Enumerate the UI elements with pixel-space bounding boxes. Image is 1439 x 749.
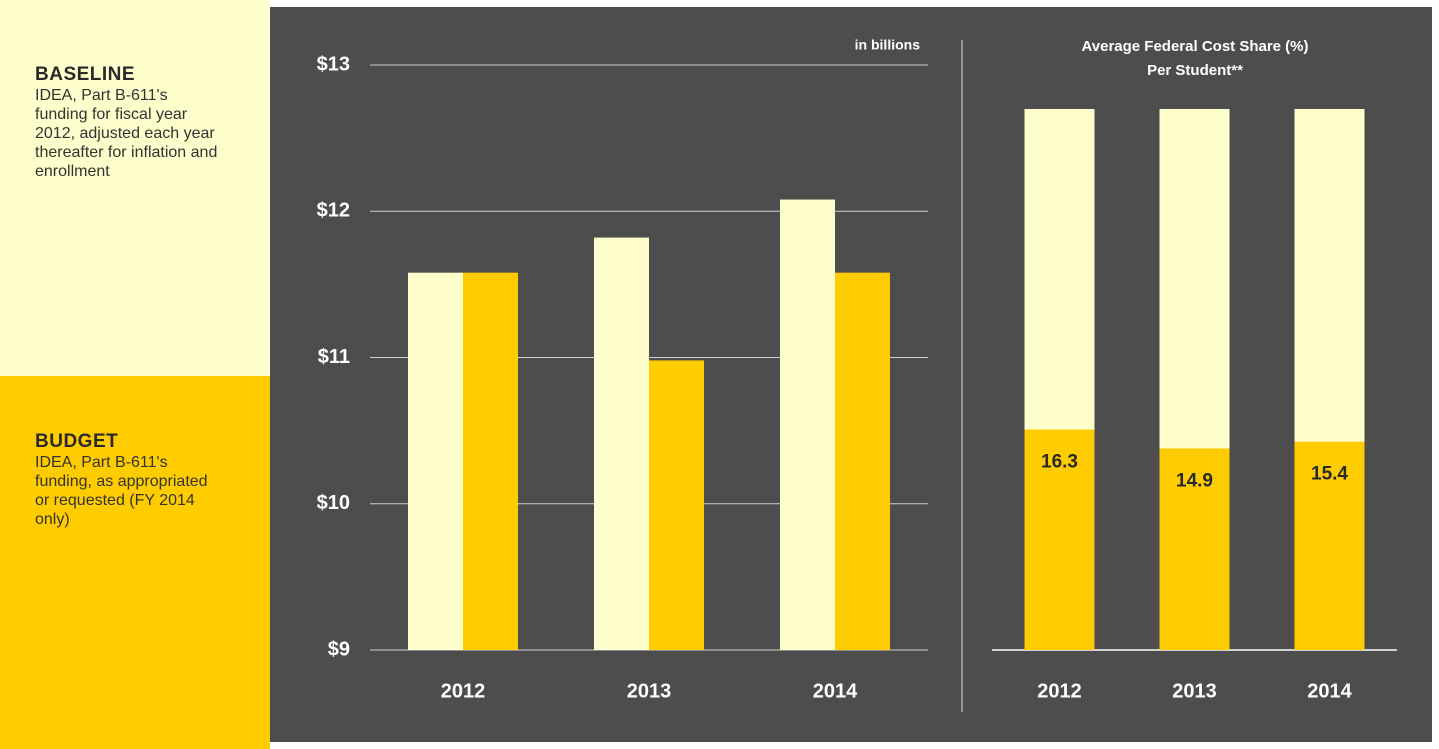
bar: [835, 272, 890, 650]
x-tick-label: 2014: [1307, 680, 1352, 702]
legend-panel: BUDGET IDEA, Part B-611's funding, as ap…: [0, 376, 270, 749]
bar: [594, 237, 649, 650]
legend-description: IDEA, Part B-611's funding, as appropria…: [35, 454, 208, 528]
y-tick-label: $9: [328, 638, 350, 660]
legend-name: BASELINE: [35, 64, 136, 85]
bar: [1024, 429, 1095, 650]
bar: [649, 360, 704, 650]
y-tick-label: $10: [317, 492, 350, 514]
y-tick-label: $12: [317, 200, 350, 222]
chart-title: Per Student**: [1147, 62, 1243, 79]
x-tick-label: 2012: [441, 680, 486, 702]
x-tick-label: 2012: [1037, 680, 1082, 702]
bar: [408, 272, 463, 650]
bar: [463, 272, 518, 650]
bar: [1159, 448, 1230, 650]
bar: [780, 199, 835, 651]
y-tick-label: $13: [317, 53, 350, 75]
y-tick-label: $11: [318, 346, 350, 368]
x-tick-label: 2013: [627, 680, 672, 702]
legend-description: IDEA, Part B-611's funding for fiscal ye…: [35, 87, 218, 180]
bar: [1294, 441, 1365, 650]
data-label: 16.3: [1041, 452, 1078, 473]
data-label: 15.4: [1311, 464, 1348, 485]
x-tick-label: 2014: [813, 680, 858, 702]
data-label: 14.9: [1176, 470, 1213, 491]
x-tick-label: 2013: [1172, 680, 1217, 702]
legend-panel: BASELINE IDEA, Part B-611's funding for …: [0, 0, 270, 376]
legend-name: BUDGET: [35, 431, 119, 452]
chart-title: Average Federal Cost Share (%): [1081, 38, 1308, 55]
unit-label: in billions: [855, 37, 921, 53]
